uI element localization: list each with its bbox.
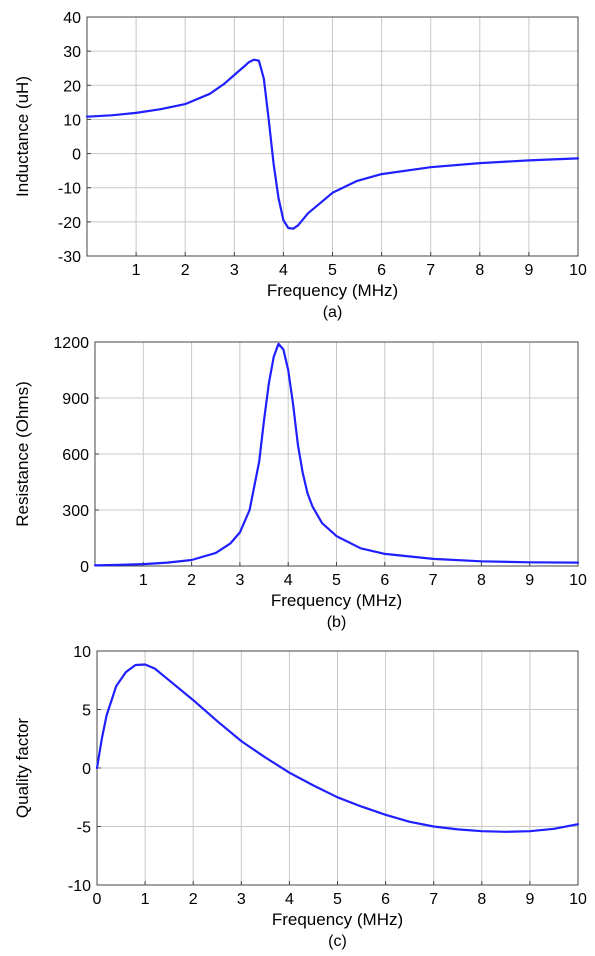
panel-label: (c) xyxy=(328,933,347,950)
y-axis-label: Quality factor xyxy=(13,718,32,818)
y-tick-label: 10 xyxy=(63,112,81,129)
data-line xyxy=(93,342,580,567)
data-line xyxy=(85,58,580,230)
panel-label: (b) xyxy=(327,614,347,631)
data-line xyxy=(95,663,580,833)
y-tick-label: 600 xyxy=(62,447,89,464)
y-tick-label: 40 xyxy=(63,10,81,27)
y-tick-label: -20 xyxy=(58,215,81,232)
x-axis-label: Frequency (MHz) xyxy=(271,591,402,610)
x-tick-label: 2 xyxy=(189,891,198,908)
y-axis-label: Resistance (Ohms) xyxy=(13,381,32,526)
x-tick-label: 6 xyxy=(381,891,390,908)
y-tick-label: -30 xyxy=(58,249,81,266)
chart-panel-1: 1 2 3 4 5 6 7 8 9 10 -30 -20 -10 0 10 20 30 40 Frequency (… xyxy=(13,10,587,321)
x-tick-label: 7 xyxy=(429,572,438,589)
y-tick-label: 30 xyxy=(63,44,81,61)
x-tick-label: 5 xyxy=(328,262,337,279)
x-tick-label: 10 xyxy=(569,891,587,908)
x-tick-label: 8 xyxy=(477,572,486,589)
x-tick-label: 3 xyxy=(237,891,246,908)
x-tick-label: 1 xyxy=(141,891,150,908)
x-tick-label: 3 xyxy=(235,572,244,589)
x-tick-label: 2 xyxy=(187,572,196,589)
x-tick-label: 9 xyxy=(525,891,534,908)
panel-label: (a) xyxy=(323,304,343,321)
x-tick-label: 2 xyxy=(181,262,190,279)
y-tick-label: 10 xyxy=(73,644,91,661)
x-axis-label: Frequency (MHz) xyxy=(267,281,398,300)
x-tick-label: 5 xyxy=(332,572,341,589)
x-tick-label: 1 xyxy=(139,572,148,589)
y-tick-label: -10 xyxy=(58,181,81,198)
y-tick-label: 900 xyxy=(62,391,89,408)
x-tick-label: 8 xyxy=(475,262,484,279)
y-tick-label: 0 xyxy=(82,761,91,778)
y-tick-label: 20 xyxy=(63,78,81,95)
y-tick-label: -10 xyxy=(68,878,91,895)
x-tick-label: 5 xyxy=(333,891,342,908)
x-tick-label: 7 xyxy=(426,262,435,279)
x-tick-label: 1 xyxy=(132,262,141,279)
x-tick-label: 7 xyxy=(429,891,438,908)
chart-panel-3: 0 1 2 3 4 5 6 7 8 9 10 -10 -5 0 5 10 Frequency (MHz) (c) Q… xyxy=(13,644,587,950)
x-tick-label: 4 xyxy=(285,891,294,908)
y-tick-label: 0 xyxy=(80,559,89,576)
y-tick-label: 5 xyxy=(82,703,91,720)
y-axis-label: Inductance (uH) xyxy=(13,76,32,197)
y-tick-label: 300 xyxy=(62,503,89,520)
x-tick-label: 10 xyxy=(569,262,587,279)
x-tick-label: 9 xyxy=(524,262,533,279)
y-tick-label: -5 xyxy=(77,820,91,837)
x-tick-label: 10 xyxy=(569,572,587,589)
x-tick-label: 4 xyxy=(284,572,293,589)
chart-panel-2: 1 2 3 4 5 6 7 8 9 10 0 300 600 900 1200 Frequency (MHz)… xyxy=(13,335,587,631)
x-tick-label: 6 xyxy=(380,572,389,589)
y-tick-label: 0 xyxy=(72,147,81,164)
x-tick-label: 0 xyxy=(93,891,102,908)
x-tick-label: 8 xyxy=(477,891,486,908)
x-tick-label: 9 xyxy=(525,572,534,589)
x-tick-label: 6 xyxy=(377,262,386,279)
y-tick-label: 1200 xyxy=(53,335,89,352)
x-tick-label: 4 xyxy=(279,262,288,279)
x-axis-label: Frequency (MHz) xyxy=(272,910,403,929)
x-tick-label: 3 xyxy=(230,262,239,279)
